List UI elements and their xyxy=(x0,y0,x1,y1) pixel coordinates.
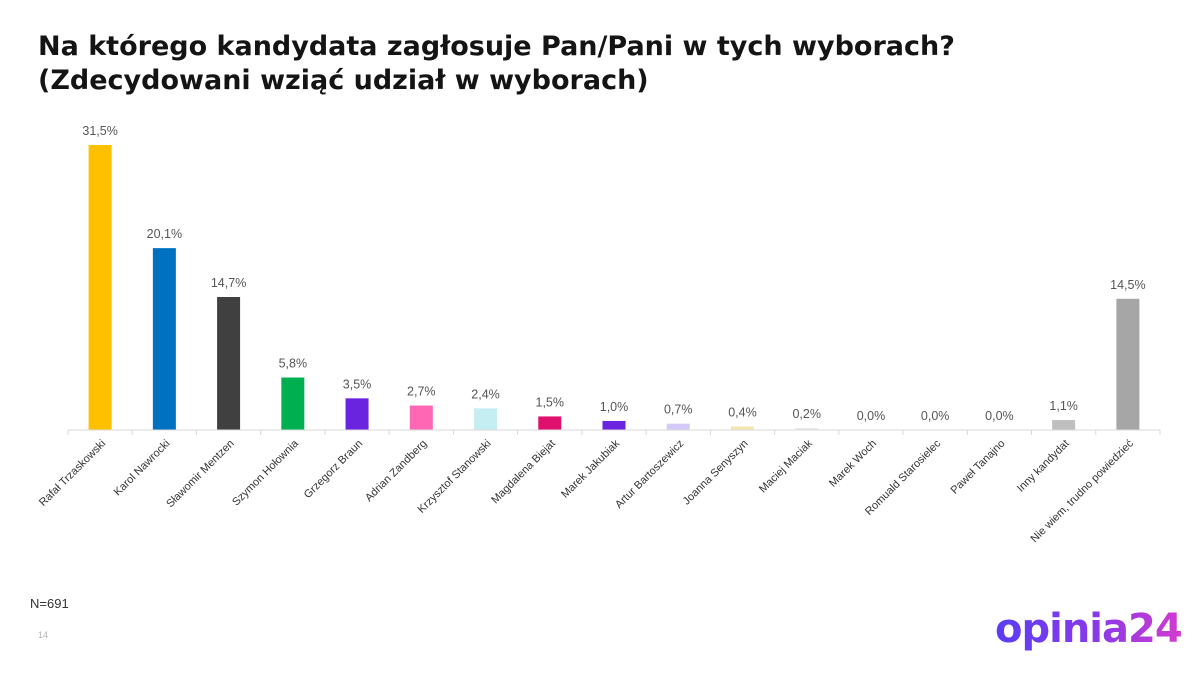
bar-chart: 31,5% 20,1% 14,7% 5,8% 3,5% 2,7% 2,4% 1,5% 1,0% 0… xyxy=(37,124,1161,545)
category-label: Sławomir Mentzen xyxy=(164,438,236,510)
bar xyxy=(88,145,112,430)
bar xyxy=(474,408,498,430)
chart-title: Na którego kandydata zagłosuje Pan/Pani … xyxy=(38,30,1158,98)
value-label: 20,1% xyxy=(147,227,182,241)
value-label: 1,5% xyxy=(536,395,565,409)
chart-title-line: Na którego kandydata zagłosuje Pan/Pani … xyxy=(38,31,955,62)
bars-group xyxy=(88,145,1140,430)
category-label: Rafał Trzaskowski xyxy=(37,438,108,509)
category-label: Grzegorz Braun xyxy=(302,438,365,501)
chart-subtitle-line: (Zdecydowani wziąć udział w wyborach) xyxy=(38,65,649,96)
page-number: 14 xyxy=(38,630,49,640)
category-label: Joanna Senyszyn xyxy=(681,438,751,508)
value-label: 14,7% xyxy=(211,276,246,290)
bar xyxy=(217,297,241,430)
category-label: Marek Jakubiak xyxy=(559,437,622,500)
value-label: 0,7% xyxy=(664,403,693,417)
value-label: 0,4% xyxy=(728,405,757,419)
category-label: Paweł Tanajno xyxy=(949,438,1008,497)
category-labels-group: Rafał Trzaskowski Karol NawrockiSławomir … xyxy=(37,437,1136,545)
bar xyxy=(1116,298,1140,430)
bar xyxy=(795,428,819,430)
value-label: 0,2% xyxy=(792,407,821,421)
category-label: Szymon Hołownia xyxy=(230,437,301,508)
value-label: 0,0% xyxy=(921,409,950,423)
category-label: Karol Nawrocki xyxy=(112,438,173,499)
sample-size-note: N=691 xyxy=(30,596,69,611)
bar xyxy=(730,426,754,430)
value-labels-group: 31,5% 20,1% 14,7% 5,8% 3,5% 2,7% 2,4% 1,5% 1,0% 0… xyxy=(82,124,1145,423)
category-label: Krzysztof Stanowski xyxy=(416,438,494,516)
category-label: Marek Woch xyxy=(827,438,879,490)
bar xyxy=(538,416,562,430)
value-label: 2,7% xyxy=(407,385,436,399)
value-label: 1,1% xyxy=(1049,399,1078,413)
bar xyxy=(602,420,626,430)
bar xyxy=(666,423,690,430)
category-label: Magdalena Biejat xyxy=(489,438,558,507)
bar xyxy=(1052,420,1076,430)
bar xyxy=(281,377,305,430)
category-label: Adrian Zandberg xyxy=(363,438,429,504)
category-label: Inny kandydat xyxy=(1015,438,1072,495)
value-label: 0,0% xyxy=(857,409,886,423)
bar xyxy=(409,405,433,430)
value-label: 14,5% xyxy=(1110,278,1145,292)
category-label: Maciej Maciak xyxy=(757,437,815,495)
category-label: Artur Bartoszewicz xyxy=(613,438,686,511)
x-axis-ticks xyxy=(67,430,1161,435)
value-label: 5,8% xyxy=(279,357,308,371)
value-label: 3,5% xyxy=(343,377,372,391)
value-label: 0,0% xyxy=(985,409,1014,423)
opinia24-logo: opinia24 xyxy=(995,606,1183,652)
value-label: 31,5% xyxy=(82,124,117,138)
category-label: Nie wiem, trudno powiedzieć xyxy=(1029,437,1137,545)
bar xyxy=(152,248,176,430)
value-label: 2,4% xyxy=(471,387,500,401)
bar xyxy=(345,398,369,430)
value-label: 1,0% xyxy=(600,400,629,414)
